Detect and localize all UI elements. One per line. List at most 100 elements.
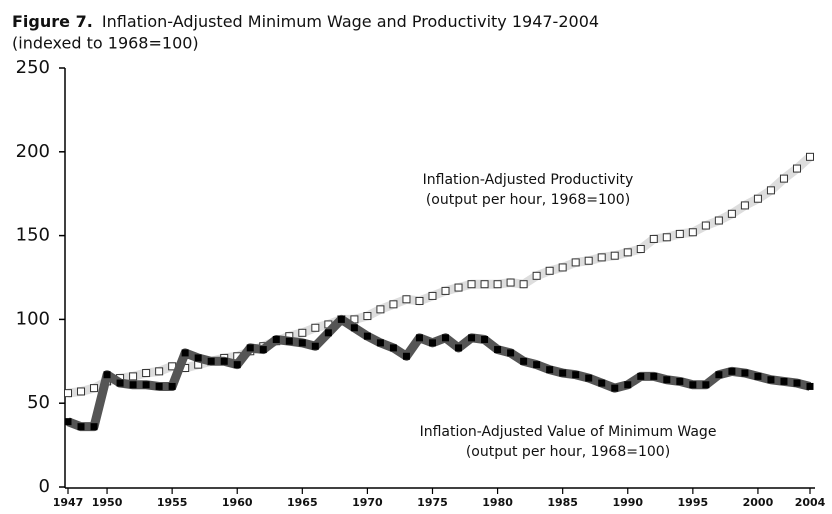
data-point xyxy=(701,221,710,230)
data-point xyxy=(468,334,476,342)
data-point xyxy=(428,339,436,347)
data-point xyxy=(181,349,189,357)
data-point xyxy=(129,372,138,381)
data-point xyxy=(559,369,567,377)
data-point xyxy=(571,258,580,267)
data-point xyxy=(155,382,163,390)
data-point xyxy=(116,379,124,387)
data-point xyxy=(753,194,762,203)
data-point xyxy=(129,381,137,389)
x-tick-label: 2004 xyxy=(795,496,826,509)
data-point xyxy=(597,253,606,262)
data-point xyxy=(480,280,489,289)
x-tick-label: 1947 xyxy=(53,496,84,509)
data-point xyxy=(389,344,397,352)
data-point xyxy=(584,256,593,265)
data-point xyxy=(766,186,775,195)
data-point xyxy=(572,371,580,379)
y-tick-label: 150 xyxy=(16,225,50,246)
data-point xyxy=(389,300,398,309)
data-point xyxy=(623,248,632,257)
data-point xyxy=(494,346,502,354)
x-tick-label: 1950 xyxy=(92,496,123,509)
data-point xyxy=(481,336,489,344)
data-point xyxy=(519,280,528,289)
data-point xyxy=(558,263,567,272)
data-point xyxy=(363,312,372,321)
data-point xyxy=(363,332,371,340)
data-point xyxy=(650,372,658,380)
data-point xyxy=(350,324,358,332)
data-point xyxy=(467,280,476,289)
y-tick-label: 200 xyxy=(16,141,50,162)
annotation: (output per hour, 1968=100) xyxy=(426,192,630,208)
data-point xyxy=(532,271,541,280)
data-point xyxy=(507,349,515,357)
x-tick-label: 1985 xyxy=(547,496,578,509)
data-point xyxy=(246,344,254,352)
title-label: Figure 7. xyxy=(12,12,93,31)
data-point xyxy=(376,305,385,314)
data-point xyxy=(194,354,202,362)
annotation: Inflation-Adjusted Value of Minimum Wage xyxy=(420,424,717,440)
data-point xyxy=(220,357,228,365)
chart-title: Figure 7. Inflation-Adjusted Minimum Wag… xyxy=(12,12,599,31)
data-point xyxy=(428,291,437,300)
data-point xyxy=(272,336,280,344)
data-point xyxy=(77,423,85,431)
data-point xyxy=(688,228,697,237)
data-point xyxy=(741,369,749,377)
data-point xyxy=(702,381,710,389)
title-text: Inflation-Adjusted Minimum Wage and Prod… xyxy=(102,12,599,31)
x-tick-label: 1990 xyxy=(612,496,643,509)
x-tick-label: 1970 xyxy=(352,496,383,509)
data-point xyxy=(64,418,72,426)
data-point xyxy=(636,245,645,254)
data-point xyxy=(103,371,111,379)
data-point xyxy=(311,342,319,350)
data-point xyxy=(415,296,424,305)
y-tick-label: 250 xyxy=(16,57,50,78)
data-point xyxy=(689,381,697,389)
data-point xyxy=(64,389,72,398)
data-point xyxy=(337,315,345,323)
y-tick-label: 0 xyxy=(39,476,50,497)
data-point xyxy=(767,376,775,384)
data-point xyxy=(155,367,164,376)
data-point xyxy=(90,384,99,393)
data-point xyxy=(207,357,215,365)
data-point xyxy=(663,376,671,384)
data-point xyxy=(676,377,684,385)
x-tick-label: 1960 xyxy=(222,496,253,509)
data-point xyxy=(441,286,450,295)
data-point xyxy=(298,328,307,337)
data-point xyxy=(233,361,241,369)
data-point xyxy=(728,367,736,375)
data-point xyxy=(714,216,723,225)
data-point xyxy=(493,280,502,289)
data-point xyxy=(779,174,788,183)
data-point xyxy=(545,266,554,275)
series-line xyxy=(67,153,814,398)
data-point xyxy=(376,339,384,347)
data-point xyxy=(533,361,541,369)
y-tick-label: 50 xyxy=(27,392,50,413)
data-point xyxy=(546,366,554,374)
x-tick-label: 1995 xyxy=(678,496,709,509)
data-point xyxy=(298,339,306,347)
data-point xyxy=(77,387,86,396)
data-point xyxy=(402,295,411,304)
data-point xyxy=(455,344,463,352)
x-tick-label: 1980 xyxy=(482,496,513,509)
data-point xyxy=(806,382,814,390)
data-point xyxy=(598,379,606,387)
data-point xyxy=(402,352,410,360)
data-point xyxy=(442,334,450,342)
x-tick-label: 1975 xyxy=(417,496,448,509)
data-point xyxy=(715,371,723,379)
data-point xyxy=(806,152,814,161)
data-point xyxy=(637,372,645,380)
data-point xyxy=(649,234,658,243)
data-point xyxy=(611,384,619,392)
